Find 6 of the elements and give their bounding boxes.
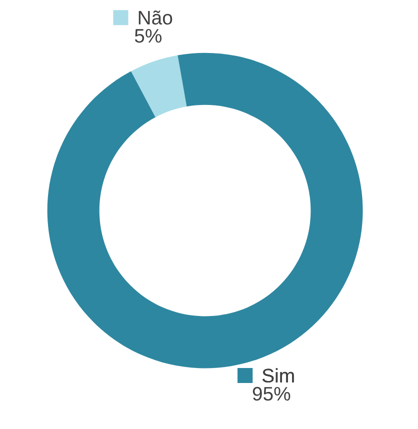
- legend-label: Sim: [262, 368, 294, 383]
- data-label: 5%: [134, 29, 162, 43]
- donut-slice: [131, 55, 187, 118]
- donut-slice: [47, 52, 363, 368]
- data-label: 95%: [252, 386, 290, 401]
- legend-label: Não: [138, 10, 172, 25]
